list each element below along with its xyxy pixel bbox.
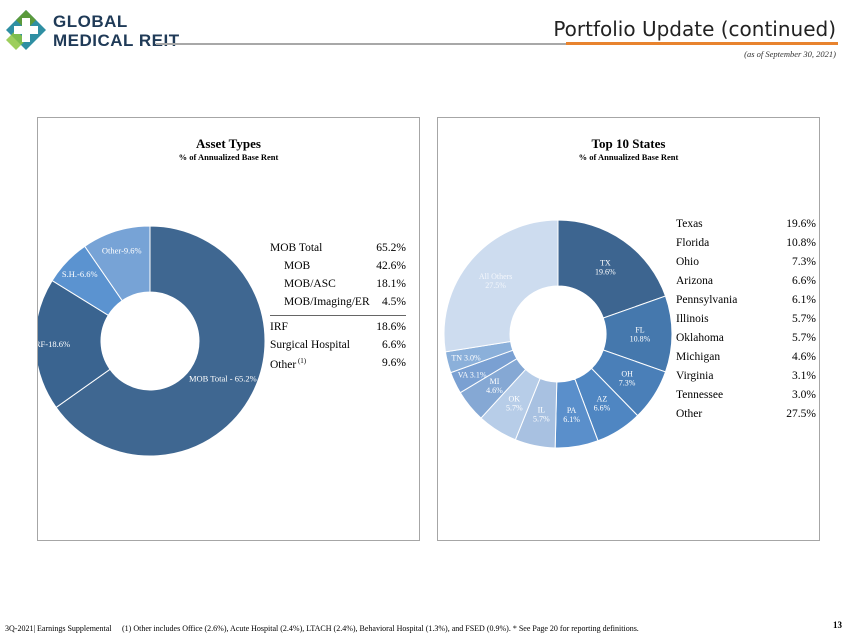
slice-label-all-others: All Others 27.5% bbox=[479, 272, 513, 290]
asset-legend-label: MOB/Imaging/ER bbox=[284, 296, 370, 308]
footer-footnote: (1) Other includes Office (2.6%), Acute … bbox=[122, 624, 639, 633]
state-legend-label: Oklahoma bbox=[676, 332, 724, 344]
state-legend-value: 5.7% bbox=[792, 332, 816, 344]
state-legend-row: Illinois 5.7% bbox=[676, 313, 816, 329]
slice-label-ok: OK 5.7% bbox=[506, 395, 523, 413]
state-legend-value: 27.5% bbox=[786, 408, 816, 420]
state-legend-row: Ohio 7.3% bbox=[676, 256, 816, 272]
asset-types-panel: Asset Types % of Annualized Base Rent MO… bbox=[37, 117, 420, 541]
asset-legend-value: 18.1% bbox=[376, 278, 406, 290]
state-legend-row: Florida 10.8% bbox=[676, 237, 816, 253]
asset-legend-row: MOB Total 65.2% bbox=[270, 242, 406, 258]
top-states-donut-chart: TX 19.6% FL 10.8% OH 7.3% AZ 6.6% PA 6.1% IL 5.7% OK… bbox=[443, 219, 673, 449]
asset-legend-label: IRF bbox=[270, 321, 288, 333]
state-legend-value: 3.0% bbox=[792, 389, 816, 401]
state-legend-value: 6.6% bbox=[792, 275, 816, 287]
top-states-subtitle: % of Annualized Base Rent bbox=[578, 152, 679, 162]
asset-legend-value: 65.2% bbox=[376, 242, 406, 254]
logo-icon bbox=[6, 10, 46, 50]
asset-legend-label: MOB/ASC bbox=[284, 278, 336, 290]
footnote-marker: (1) bbox=[296, 357, 307, 365]
state-legend-row: Pennsylvania 6.1% bbox=[676, 294, 816, 310]
slice-label-il: IL 5.7% bbox=[533, 406, 550, 424]
slice-label-s-h: S.H.-6.6% bbox=[62, 269, 98, 279]
state-legend-label: Virginia bbox=[676, 370, 714, 382]
asset-legend-row: MOB/Imaging/ER 4.5% bbox=[270, 296, 406, 312]
asset-legend-row: IRF 18.6% bbox=[270, 321, 406, 337]
asset-legend-value: 42.6% bbox=[376, 260, 406, 272]
state-legend-row: Texas 19.6% bbox=[676, 218, 816, 234]
page-number: 13 bbox=[833, 620, 842, 630]
asset-legend-label: Other (1) bbox=[270, 357, 307, 371]
slice-label-mob-total: MOB Total - 65.2% bbox=[189, 374, 257, 384]
slice-label-mi: MI 4.6% bbox=[486, 377, 503, 395]
state-legend-value: 4.6% bbox=[792, 351, 816, 363]
state-legend-label: Pennsylvania bbox=[676, 294, 738, 306]
asset-types-subtitle: % of Annualized Base Rent bbox=[178, 152, 279, 162]
state-legend-value: 3.1% bbox=[792, 370, 816, 382]
slice-label-pa: PA 6.1% bbox=[563, 406, 580, 424]
state-legend-value: 10.8% bbox=[786, 237, 816, 249]
state-legend-label: Arizona bbox=[676, 275, 714, 287]
state-legend-row: Arizona 6.6% bbox=[676, 275, 816, 291]
slice-irf bbox=[38, 279, 111, 409]
brand-line2: MEDICAL REIT bbox=[53, 31, 180, 50]
state-legend-label: Ohio bbox=[676, 256, 699, 268]
state-legend-row: Tennessee 3.0% bbox=[676, 389, 816, 405]
asset-types-donut-chart: MOB Total - 65.2% IRF-18.6% S.H.-6.6% Other… bbox=[38, 225, 266, 457]
asset-legend-value: 6.6% bbox=[382, 339, 406, 351]
slice-label-oh: OH 7.3% bbox=[619, 369, 636, 387]
asset-legend-value: 4.5% bbox=[382, 296, 406, 308]
state-legend-label: Illinois bbox=[676, 313, 709, 325]
asset-types-title: Asset Types bbox=[196, 136, 261, 151]
header-divider-orange bbox=[566, 42, 838, 45]
state-legend-label: Other bbox=[676, 408, 703, 420]
state-legend-row: Other 27.5% bbox=[676, 408, 816, 424]
state-legend-row: Oklahoma 5.7% bbox=[676, 332, 816, 348]
slice-label-tn: TN 3.0% bbox=[451, 353, 481, 362]
brand-line1: GLOBAL bbox=[53, 12, 128, 31]
state-legend-label: Tennessee bbox=[676, 389, 724, 401]
asset-legend-value: 9.6% bbox=[382, 357, 406, 369]
asset-legend-label: MOB bbox=[284, 260, 311, 272]
brand-name: GLOBAL MEDICAL REIT bbox=[53, 12, 180, 50]
slice-label-va: VA 3.1% bbox=[458, 371, 487, 380]
slice-label-az: AZ 6.6% bbox=[594, 395, 611, 413]
page-title: Portfolio Update (continued) bbox=[553, 17, 836, 41]
slice-mob-total bbox=[55, 225, 266, 457]
top-states-panel: Top 10 States % of Annualized Base Rent … bbox=[437, 117, 820, 541]
slice-label-irf: IRF-18.6% bbox=[38, 339, 70, 349]
slice-other bbox=[84, 225, 151, 302]
slice-label-fl: FL 10.8% bbox=[630, 325, 651, 343]
state-legend-value: 19.6% bbox=[786, 218, 816, 230]
slice-label-tx: TX 19.6% bbox=[595, 258, 616, 276]
state-legend-value: 7.3% bbox=[792, 256, 816, 268]
asset-legend-label: Surgical Hospital bbox=[270, 339, 350, 351]
state-legend-row: Virginia 3.1% bbox=[676, 370, 816, 386]
asset-legend-row: Other (1) 9.6% bbox=[270, 357, 406, 373]
asset-legend-value: 18.6% bbox=[376, 321, 406, 333]
asset-legend-row: Surgical Hospital 6.6% bbox=[270, 339, 406, 355]
slice-tx bbox=[557, 219, 667, 319]
asset-legend-row: MOB/ASC 18.1% bbox=[270, 278, 406, 294]
top-states-title: Top 10 States bbox=[591, 136, 666, 151]
state-legend-value: 5.7% bbox=[792, 313, 816, 325]
header-divider-gray bbox=[156, 43, 566, 45]
asset-legend-divider bbox=[270, 315, 406, 316]
asset-legend-row: MOB 42.6% bbox=[270, 260, 406, 276]
footer-report-name: 3Q-2021| Earnings Supplemental bbox=[5, 624, 112, 633]
slice-label-other: Other-9.6% bbox=[102, 245, 142, 255]
slice-all-others bbox=[443, 219, 559, 353]
state-legend-label: Michigan bbox=[676, 351, 721, 363]
state-legend-label: Florida bbox=[676, 237, 710, 249]
state-legend-value: 6.1% bbox=[792, 294, 816, 306]
state-legend-row: Michigan 4.6% bbox=[676, 351, 816, 367]
asset-legend-label: MOB Total bbox=[270, 242, 323, 254]
as-of-date: (as of September 30, 2021) bbox=[744, 49, 836, 59]
state-legend-label: Texas bbox=[676, 218, 703, 230]
